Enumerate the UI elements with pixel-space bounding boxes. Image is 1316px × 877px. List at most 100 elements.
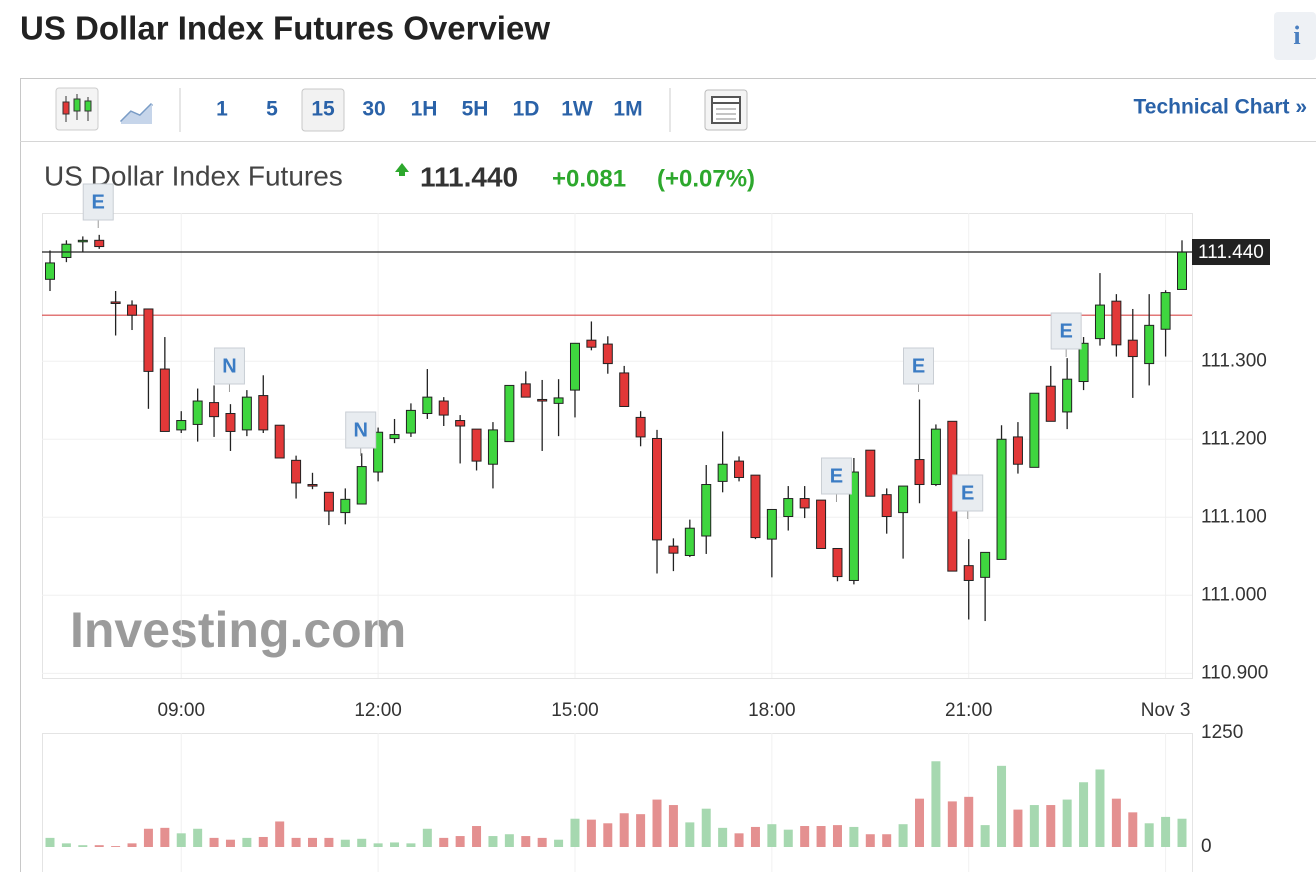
volume-bar — [341, 840, 350, 847]
candle-body — [324, 492, 333, 511]
candle-body — [554, 398, 563, 403]
candle-body — [899, 486, 908, 513]
candle-body — [242, 397, 251, 430]
volume-bar — [570, 819, 579, 847]
technical-chart-link[interactable]: Technical Chart » — [1134, 96, 1308, 119]
volume-bar — [866, 834, 875, 847]
event-label[interactable]: N — [222, 355, 236, 377]
change-percent: (+0.07%) — [657, 165, 755, 192]
last-price: 111.440 — [420, 161, 518, 192]
info-icon[interactable]: i — [1293, 21, 1300, 50]
volume-bar — [472, 826, 481, 847]
volume-bar — [46, 838, 55, 847]
candle-body — [538, 399, 547, 401]
plot: 110.900111.000111.100111.200111.30001250… — [42, 184, 1270, 872]
candle-body — [521, 384, 530, 397]
candle-body — [964, 566, 973, 581]
volume-bar — [390, 842, 399, 847]
volume-bar — [1079, 782, 1088, 847]
event-label[interactable]: E — [961, 482, 974, 504]
page-title: US Dollar Index Futures Overview — [20, 10, 550, 47]
candle-body — [456, 421, 465, 426]
interval-button[interactable]: 5H — [462, 98, 489, 121]
volume-bar — [226, 840, 235, 847]
interval-button[interactable]: 1 — [216, 98, 228, 121]
candle-body — [78, 240, 87, 242]
candle-icon[interactable] — [56, 88, 98, 130]
candle-body — [784, 499, 793, 517]
event-label[interactable]: E — [92, 191, 105, 213]
candle-body — [915, 460, 924, 485]
candle-body — [357, 467, 366, 504]
interval-button[interactable]: 1W — [561, 98, 593, 121]
candle-body — [62, 244, 71, 257]
candle-body — [1095, 305, 1104, 339]
candle-body — [636, 417, 645, 437]
volume-bar — [669, 805, 678, 847]
candle-body — [1145, 325, 1154, 363]
candle-body — [751, 475, 760, 537]
volume-bar — [374, 843, 383, 847]
volume-bar — [144, 829, 153, 847]
volume-bar — [981, 825, 990, 847]
volume-bar — [620, 813, 629, 847]
event-label[interactable]: E — [912, 355, 925, 377]
y-tick-label: 111.000 — [1201, 584, 1267, 605]
layout-icon[interactable] — [705, 90, 747, 130]
volume-bar — [767, 824, 776, 847]
candle-body — [718, 464, 727, 481]
volume-bar — [505, 834, 514, 847]
volume-bar — [587, 820, 596, 847]
volume-bar — [636, 814, 645, 847]
interval-button[interactable]: 30 — [362, 98, 385, 121]
volume-bar — [735, 833, 744, 847]
candle-body — [226, 414, 235, 432]
candle-body — [406, 410, 415, 433]
volume-bar — [702, 809, 711, 847]
line-icon[interactable] — [121, 104, 152, 124]
interval-button[interactable]: 15 — [311, 98, 335, 121]
event-label[interactable]: E — [1059, 320, 1072, 342]
candle-body — [866, 450, 875, 496]
candle-body — [1178, 252, 1187, 289]
event-label[interactable]: N — [353, 419, 367, 441]
volume-bar — [1161, 817, 1170, 847]
volume-bar — [423, 829, 432, 847]
interval-button[interactable]: 1H — [411, 98, 438, 121]
interval-button[interactable]: 1M — [613, 98, 642, 121]
interval-button[interactable]: 5 — [266, 98, 278, 121]
volume-bar — [833, 825, 842, 847]
volume-bar — [111, 846, 120, 847]
x-tick-label: Nov 3 — [1141, 700, 1191, 721]
interval-button[interactable]: 1D — [513, 98, 540, 121]
last-price-tag-label: 111.440 — [1198, 242, 1264, 263]
candle-body — [1013, 437, 1022, 464]
volume-bar — [849, 827, 858, 847]
volume-bar — [308, 838, 317, 847]
candle-body — [177, 421, 186, 430]
candle-body — [505, 385, 514, 441]
candle-body — [669, 546, 678, 553]
event-label[interactable]: E — [830, 465, 843, 487]
volume-bar — [1095, 769, 1104, 847]
volume-bar — [128, 843, 137, 847]
candle-body — [144, 309, 153, 371]
candle-body — [210, 403, 219, 417]
candle-body — [95, 240, 104, 246]
volume-bar — [1112, 799, 1121, 847]
volume-bar — [948, 801, 957, 847]
volume-bar — [1030, 805, 1039, 847]
volume-bar — [292, 838, 301, 847]
volume-bar — [242, 838, 251, 847]
watermark: Investing.com — [70, 602, 406, 658]
y-tick-label: 111.100 — [1201, 506, 1267, 527]
candle-body — [341, 499, 350, 512]
candle-body — [193, 401, 202, 424]
volume-bar — [817, 826, 826, 847]
volume-bar — [1178, 819, 1187, 847]
candle-body — [997, 439, 1006, 559]
volume-bar — [406, 843, 415, 847]
volume-bar — [275, 821, 284, 847]
volume-bar — [1128, 812, 1137, 847]
volume-bar — [997, 766, 1006, 847]
